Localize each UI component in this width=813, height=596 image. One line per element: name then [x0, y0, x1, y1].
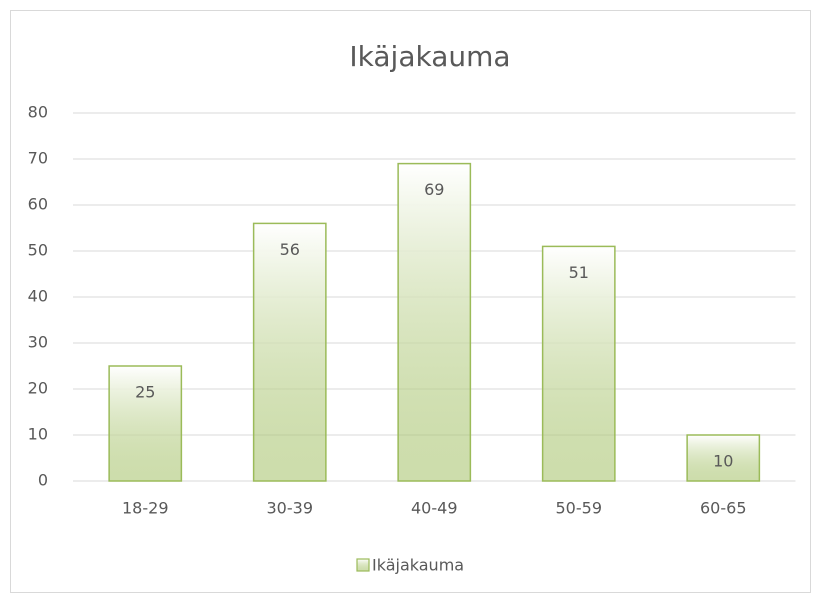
bar	[686, 434, 761, 482]
y-tick-label: 70	[28, 149, 48, 168]
y-tick-label: 50	[28, 241, 48, 260]
bar	[108, 365, 183, 482]
data-label: 69	[424, 180, 444, 199]
legend-label: Ikäjakauma	[372, 556, 464, 575]
data-label: 56	[280, 240, 300, 259]
x-tick-label: 30-39	[267, 499, 314, 518]
legend-swatch	[356, 558, 370, 572]
y-tick-label: 0	[38, 471, 48, 490]
bar	[541, 245, 616, 482]
y-tick-label: 30	[28, 333, 48, 352]
chart-title: Ikäjakauma	[349, 40, 510, 73]
y-tick-label: 40	[28, 287, 48, 306]
x-tick-label: 60-65	[700, 499, 747, 518]
data-label: 25	[135, 383, 155, 402]
bar	[252, 222, 327, 482]
y-tick-label: 10	[28, 425, 48, 444]
y-tick-label: 20	[28, 379, 48, 398]
y-tick-label: 60	[28, 195, 48, 214]
data-label: 10	[713, 452, 733, 471]
x-tick-label: 18-29	[122, 499, 169, 518]
bar	[397, 162, 472, 482]
x-tick-label: 40-49	[411, 499, 458, 518]
data-label: 51	[569, 263, 589, 282]
x-tick-label: 50-59	[556, 499, 603, 518]
y-tick-label: 80	[28, 103, 48, 122]
